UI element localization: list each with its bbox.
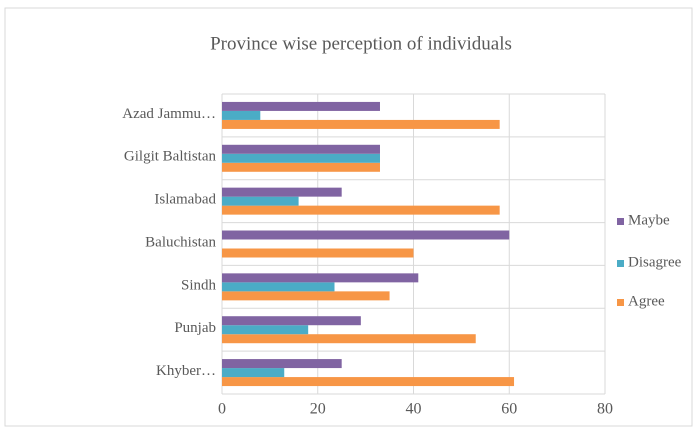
x-tick-label: 40 xyxy=(406,401,422,418)
legend-swatch xyxy=(617,260,624,267)
legend-swatch xyxy=(617,299,624,306)
bar xyxy=(222,110,261,120)
bar xyxy=(222,325,309,335)
x-tick-label: 0 xyxy=(218,401,226,418)
bar xyxy=(222,282,335,292)
legend-label: Agree xyxy=(628,293,665,309)
y-tick-label: Khyber… xyxy=(156,363,216,379)
y-tick-label: Baluchistan xyxy=(145,234,216,250)
bar xyxy=(222,101,380,111)
y-tick-label: Azad Jammu… xyxy=(122,106,216,122)
x-tick-label: 80 xyxy=(597,401,613,418)
legend-label: Disagree xyxy=(628,254,682,270)
chart-title: Province wise perception of individuals xyxy=(210,33,512,54)
bar xyxy=(222,205,500,215)
bar xyxy=(222,291,390,301)
bar xyxy=(222,153,380,163)
bar xyxy=(222,144,380,154)
x-tick-label: 20 xyxy=(310,401,326,418)
bar xyxy=(222,273,419,283)
bar xyxy=(222,162,380,172)
chart-frame xyxy=(4,7,693,427)
bar xyxy=(222,187,342,197)
legend-label: Maybe xyxy=(628,212,670,228)
bar xyxy=(222,230,510,240)
bar xyxy=(222,377,515,387)
y-tick-label: Punjab xyxy=(174,320,216,336)
bar xyxy=(222,119,500,129)
bar xyxy=(222,316,361,326)
bar xyxy=(222,248,414,258)
bar xyxy=(222,359,342,369)
x-tick-label: 60 xyxy=(501,401,517,418)
y-tick-label: Islamabad xyxy=(154,192,216,208)
bar xyxy=(222,196,299,206)
bar xyxy=(222,334,476,344)
y-tick-label: Sindh xyxy=(181,277,217,293)
y-tick-label: Gilgit Baltistan xyxy=(124,149,217,165)
bar xyxy=(222,368,285,378)
legend-swatch xyxy=(617,218,624,225)
